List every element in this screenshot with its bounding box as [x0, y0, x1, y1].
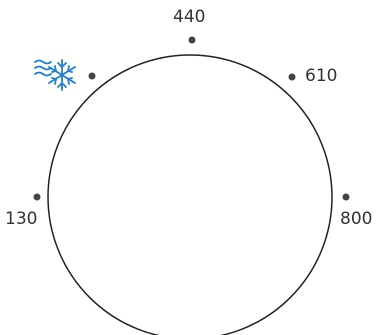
dial-mark-right[interactable]: [288, 73, 296, 81]
dial-mark-top[interactable]: [188, 36, 196, 44]
dial-label-right: 610: [305, 66, 338, 86]
dial-label-left: 130: [5, 209, 38, 229]
snowflake-wind-icon: [34, 59, 76, 91]
dial-label-top: 440: [173, 7, 206, 27]
dial-mark-icon[interactable]: [88, 72, 96, 80]
dial-ring: [47, 54, 333, 335]
dial-mark-far-right[interactable]: [342, 193, 350, 201]
dial-label-far-right: 800: [340, 209, 373, 229]
dial-mark-left[interactable]: [33, 193, 41, 201]
